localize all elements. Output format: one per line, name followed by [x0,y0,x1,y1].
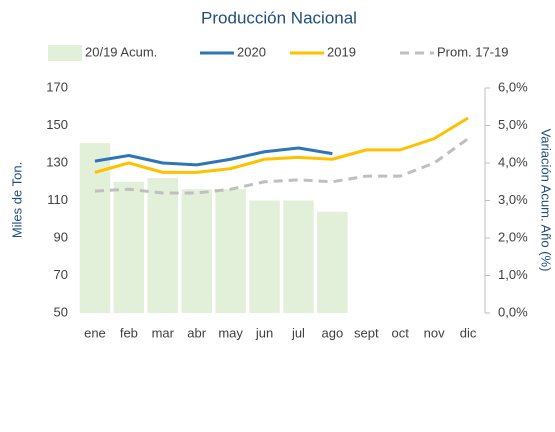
x-tick-label: jul [291,325,305,340]
y2-tick-label: 6,0% [498,79,528,94]
y-tick-label: 90 [54,229,68,244]
legend-label: 2019 [327,44,356,59]
bar [317,211,348,313]
bar [249,200,280,313]
legend-label: 2020 [237,44,266,59]
x-tick-label: sept [354,325,379,340]
y-tick-label: 130 [46,154,68,169]
y-tick-label: 110 [47,192,68,207]
x-tick-label: may [218,325,243,340]
x-tick-label: mar [152,325,175,340]
x-tick-label: jun [255,325,273,340]
legend-label: Prom. 17-19 [437,44,509,59]
x-tick-label: dic [460,325,477,340]
bar [147,178,179,313]
x-tick-label: feb [120,325,138,340]
y2-tick-label: 0,0% [498,304,528,319]
line [94,137,469,195]
bar [181,189,212,313]
y2-tick-label: 3,0% [498,192,528,207]
y-axis-label: Miles de Ton. [9,162,24,238]
y2-tick-label: 5,0% [498,117,528,132]
x-tick-label: ene [84,325,106,340]
legend-label: 20/19 Acum. [85,44,157,59]
y2-axis-label: Variación Acum. Año (%) [539,129,554,272]
y2-tick-label: 4,0% [498,154,528,169]
y-tick-label: 170 [46,79,68,94]
bar [215,189,246,313]
x-tick-label: abr [187,325,206,340]
line [94,116,469,174]
x-tick-label: ago [322,325,344,340]
legend-swatch [48,45,82,61]
y-tick-label: 50 [54,304,68,319]
y2-tick-label: 1,0% [498,267,528,282]
y-tick-label: 70 [54,267,68,282]
x-tick-label: oct [392,325,410,340]
y-tick-label: 150 [46,117,68,132]
bar [283,200,314,313]
x-tick-label: nov [424,325,445,340]
bar [113,181,145,313]
chart-title: Producción Nacional [201,8,357,27]
line [94,146,333,167]
y2-tick-label: 2,0% [498,229,528,244]
